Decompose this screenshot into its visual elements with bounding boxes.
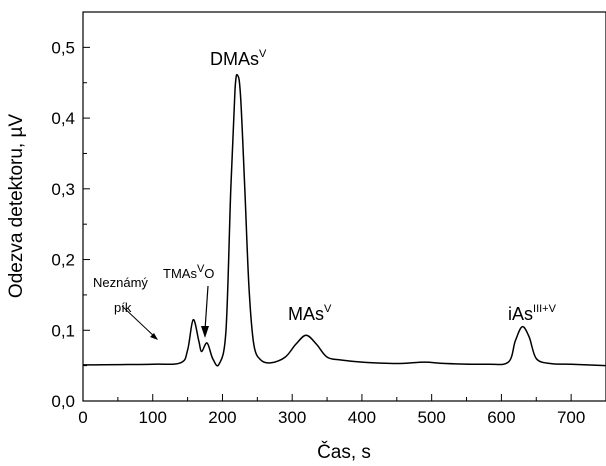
x-tick-label: 100 — [139, 408, 167, 427]
y-tick-label: 0,5 — [51, 38, 75, 57]
x-tick-label: 600 — [487, 408, 515, 427]
x-tick-label: 400 — [348, 408, 376, 427]
arrow-tmaso — [201, 285, 209, 338]
x-tick-label: 0 — [78, 408, 87, 427]
y-tick-label: 0,3 — [51, 180, 75, 199]
peak-label-dmas: DMAsV — [210, 48, 267, 69]
peak-label-ias: iAsIII+V — [508, 303, 557, 324]
y-tick-label: 0,0 — [51, 392, 75, 411]
plot-frame — [82, 11, 606, 402]
x-tick-label: 700 — [557, 408, 585, 427]
x-tick-label: 500 — [417, 408, 445, 427]
y-axis-title: Odezva detektoru, µV — [6, 114, 27, 298]
y-axis-ticks: 0,0 0,1 0,2 0,3 0,4 0,5 — [51, 11, 90, 411]
peak-label-tmaso: TMAsVO — [163, 263, 214, 281]
chromatogram-line — [82, 73, 606, 367]
y-tick-label: 0,4 — [51, 109, 75, 128]
x-axis-ticks: 0 100 200 300 400 500 600 700 — [78, 394, 585, 427]
arrow-unknown-peak — [121, 305, 158, 340]
x-axis-title: Čas, s — [317, 441, 371, 461]
x-tick-label: 300 — [278, 408, 306, 427]
x-tick-label: 200 — [208, 408, 236, 427]
peak-label-mas: MAsV — [288, 303, 332, 324]
unknown-peak-label-line1: Neznámý — [93, 275, 148, 290]
y-tick-label: 0,2 — [51, 251, 75, 270]
y-tick-label: 0,1 — [51, 321, 75, 340]
